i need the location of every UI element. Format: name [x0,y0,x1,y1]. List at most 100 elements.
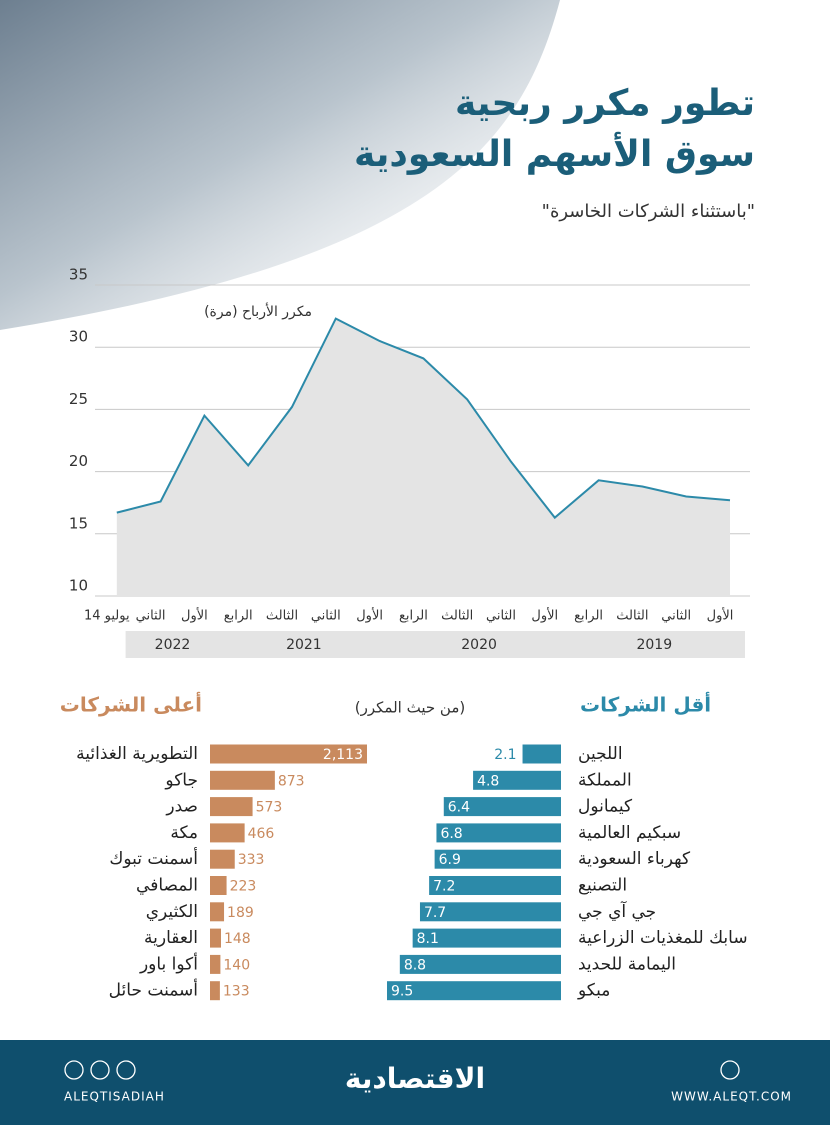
year-band [388,631,570,658]
category-label: مكة [170,823,198,843]
title-line: سوق الأسهم السعودية [354,131,755,175]
bar [387,981,561,1001]
year-label: 2019 [636,637,672,653]
x-tick-label: الثاني [486,609,516,624]
value-label: 9.5 [391,984,413,1000]
bar [210,981,220,1001]
value-label: 148 [224,931,251,947]
chart-title: أعلى الشركات [60,691,202,717]
category-label: اليمامة للحديد [578,954,676,974]
category-label: أسمنت تبوك [109,847,198,869]
bar [210,902,225,922]
bar [210,797,253,817]
subtitle: "باستثناء الشركات الخاسرة" [542,201,755,222]
value-label: 6.9 [439,852,461,868]
x-tick-label: الأول [356,607,383,624]
line [116,317,731,520]
bar [210,744,367,764]
y-tick-label: 20 [69,452,88,470]
category-label: مبكو [577,981,610,1001]
bar [436,823,561,843]
value-label: 873 [278,773,305,789]
value-label: 8.8 [404,957,426,973]
bar [443,797,561,817]
value-label: 133 [223,984,250,1000]
value-label: 8.1 [417,931,439,947]
category-label: التطويرية الغذائية [76,744,198,764]
category-label: كيمانول [578,797,633,817]
value-label: 6.4 [448,800,470,816]
title-line: تطور مكرر ربحية [455,83,755,124]
value-label: 466 [248,826,275,842]
x-tick-label: الرابع [574,609,603,624]
category-label: كهرباء السعودية [578,849,691,869]
bar [210,849,235,869]
x-tick-label: الرابع [399,609,428,624]
bar [419,902,561,922]
bar [473,770,561,790]
value-label: 189 [227,905,254,921]
bar [399,954,561,974]
value-label: 7.2 [433,879,455,895]
x-tick-label: الأول [181,607,208,624]
year-band [125,631,220,658]
note: (من حيث المكرر) [355,699,465,717]
x-tick-label: الثاني [311,609,341,624]
chart-title: أقل الشركات [580,691,711,717]
year-label: 2022 [155,637,191,653]
header-photo [0,0,560,330]
category-label: جي آي جي [578,900,656,922]
value-label: 140 [223,957,250,973]
bar [412,928,561,948]
x-tick-label: 14 يوليو [84,609,130,624]
x-tick-label: الثاني [661,609,691,624]
category-label: صدر [165,797,198,817]
bar [434,849,561,869]
category-label: سبكيم العالمية [578,823,681,843]
value-label: 7.7 [424,905,446,921]
x-tick-label: الثالث [616,609,648,624]
bar [210,823,245,843]
category-label: المصافي [136,876,198,896]
bar [429,876,561,895]
category-label: جاكو [164,770,198,790]
value-label: 223 [230,879,257,895]
value-label: 4.8 [477,773,499,789]
y-tick-label: 10 [69,577,88,595]
category-label: اللجين [578,744,623,764]
value-label: 333 [238,852,265,868]
value-label: 2.1 [494,747,516,763]
footer [0,1040,830,1125]
annotation: مكرر الأرباح (مرة) [204,302,312,320]
year-label: 2020 [461,637,497,653]
year-band [213,631,395,658]
category-label: التصنيع [578,876,627,896]
year-label: 2021 [286,637,322,653]
area [116,318,731,596]
y-tick-label: 30 [69,328,88,346]
x-tick-label: الأول [531,607,558,624]
website: WWW.ALEQT.COM [671,1090,792,1104]
y-tick-label: 35 [69,266,88,284]
value-label: 573 [256,800,283,816]
social-handle: ALEQTISADIAH [64,1090,165,1104]
x-tick-label: الرابع [224,609,253,624]
category-label: الكثيري [146,902,198,922]
x-tick-label: الثاني [136,609,166,624]
bar [210,954,221,974]
bar [210,770,275,790]
logo: الاقتصادية [345,1062,485,1095]
category-label: المملكة [578,770,632,790]
category-label: أكوا باور [139,952,198,974]
bar [210,928,221,948]
y-tick-label: 25 [69,390,88,408]
x-tick-label: الثالث [441,609,473,624]
year-band [563,631,745,658]
category-label: أسمنت حائل [109,979,198,1001]
value-label: 6.8 [440,826,462,842]
bar [210,876,227,895]
y-tick-label: 15 [69,514,88,532]
x-tick-label: الثالث [266,609,298,624]
category-label: العقارية [144,928,198,948]
